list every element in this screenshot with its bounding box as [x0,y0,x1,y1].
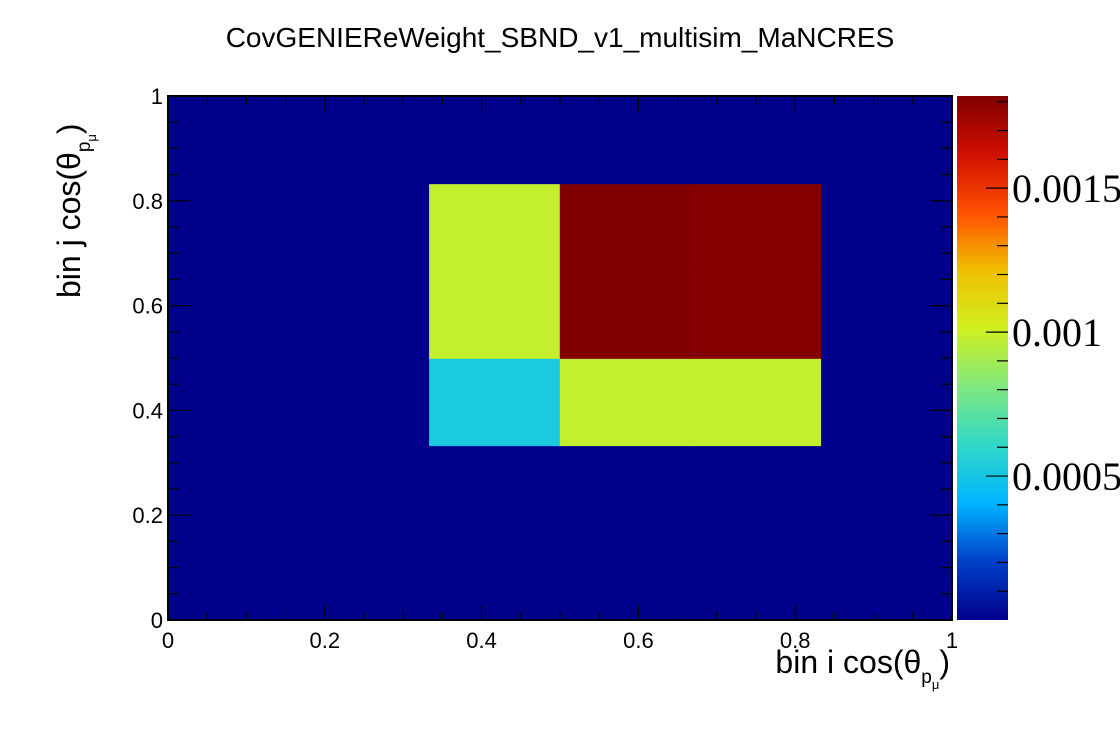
colorbar-axis: 0.0005 0.001 0.0015 [986,101,1120,592]
heatmap-cell [690,532,823,621]
heatmap-cell [167,445,300,534]
y-tick-label: 0.4 [132,398,163,423]
heatmap-cell [298,445,431,534]
heatmap-cell [298,270,431,359]
x-tick-label: 0.8 [780,628,811,653]
heatmap-cell [559,95,692,185]
y-tick-label: 0.8 [132,189,163,214]
y-axis-label-main: bin j cos(θ [51,152,87,298]
heatmap-cell [167,532,300,621]
heatmap-cell [690,183,823,272]
y-axis-label: bin j cos(θpμ) [51,123,99,298]
y-axis: 0 0.2 0.4 0.6 0.8 1 [132,84,952,633]
heatmap-cell [559,270,692,359]
colorbar-tick-label: 0.001 [1012,310,1102,355]
colorbar-tick-label: 0.0015 [1012,166,1120,211]
heatmap-cells [167,95,953,621]
heatmap-cell [821,532,953,621]
heatmap-cell [167,270,300,359]
heatmap-cell [167,357,300,447]
heatmap-cell [298,95,431,185]
y-tick-label: 0.2 [132,503,163,528]
heatmap-cell [559,183,692,272]
x-axis-label-sub: p [921,667,932,688]
x-axis-label-main: bin i cos(θ [775,644,921,680]
heatmap-cell [690,95,823,185]
heatmap-cell [429,95,561,185]
x-axis-label-close: ) [939,644,950,680]
heatmap-cell [559,445,692,534]
x-tick-label: 0.6 [623,628,654,653]
heatmap-cell [429,183,561,272]
x-tick-label: 0.2 [310,628,341,653]
heatmap-cell [429,357,561,447]
heatmap-cell [821,270,953,359]
heatmap-cell [167,183,300,272]
heatmap-cell [167,95,300,185]
heatmap-cell [298,183,431,272]
heatmap-cell [821,357,953,447]
heatmap-cell [429,270,561,359]
colorbar [957,96,1008,620]
heatmap-cell [690,445,823,534]
heatmap-cell [690,270,823,359]
y-axis-label-sub: p [74,142,95,153]
x-axis-label: bin i cos(θpμ) [775,644,950,692]
heatmap-cell [429,532,561,621]
y-axis-label-close: ) [51,123,87,134]
y-tick-label: 1 [151,84,163,109]
y-tick-label: 0.6 [132,294,163,319]
heatmap-cell [821,183,953,272]
heatmap-cell [429,445,561,534]
y-axis-label-subsub: μ [84,134,99,142]
x-tick-label: 1 [946,628,958,653]
heatmap-cell [690,357,823,447]
heatmap-cell [298,532,431,621]
heatmap-cell [559,357,692,447]
x-tick-label: 0 [162,628,174,653]
heatmap-cell [298,357,431,447]
colorbar-tick-label: 0.0005 [1012,454,1120,499]
chart-title: CovGENIEReWeight_SBND_v1_multisim_MaNCRE… [226,22,895,53]
heatmap-cell [821,445,953,534]
heatmap-cell [559,532,692,621]
x-axis-label-subsub: μ [932,677,940,692]
x-tick-label: 0.4 [466,628,497,653]
x-axis: 0 0.2 0.4 0.6 0.8 1 [162,96,958,653]
heatmap-cell [821,95,953,185]
y-tick-label: 0 [151,608,163,633]
